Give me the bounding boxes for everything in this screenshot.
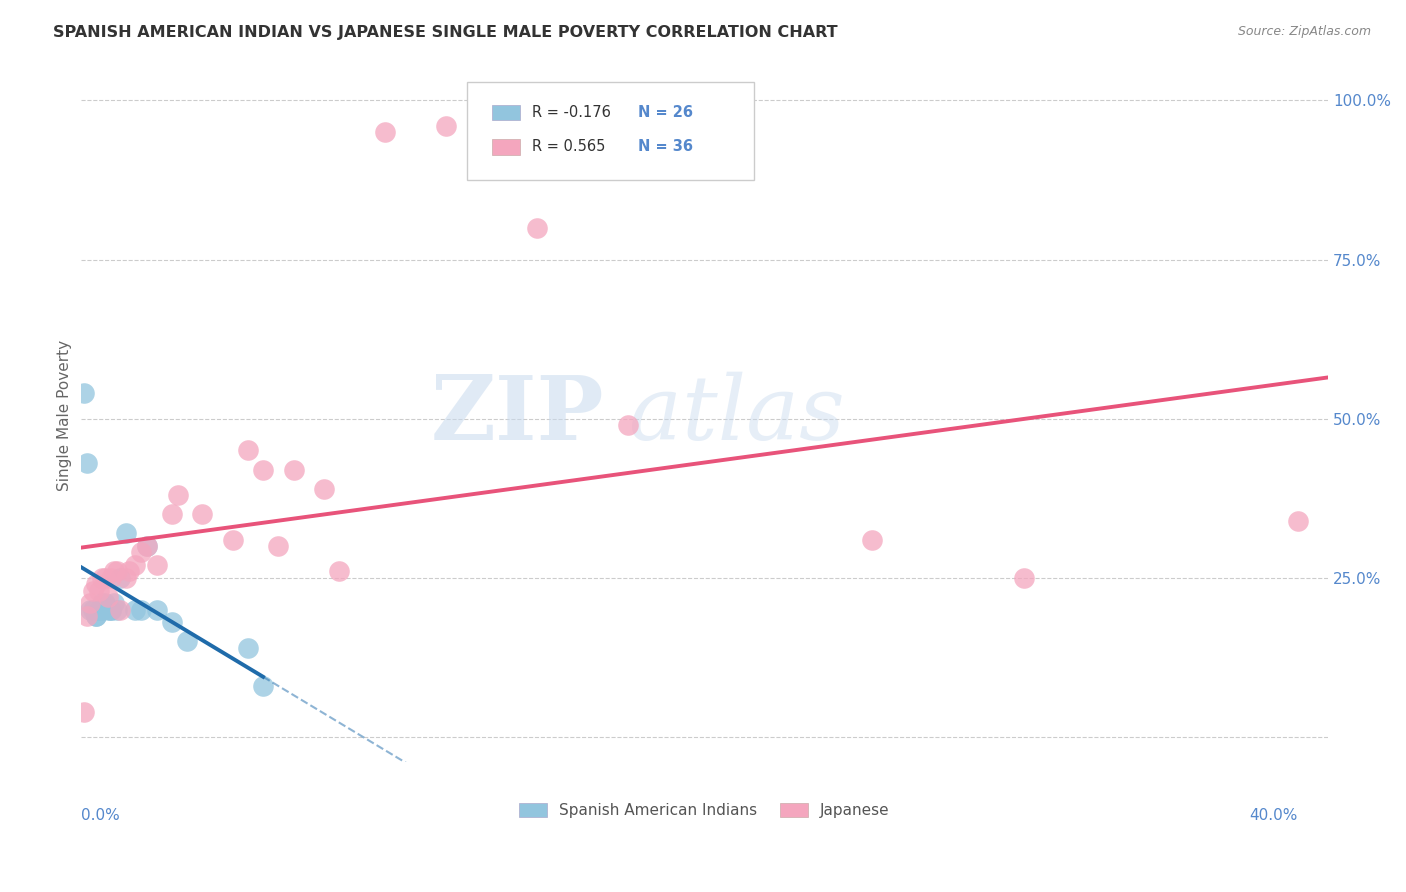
Point [312,482,335,496]
Point [160,507,183,521]
Point [1012,571,1035,585]
Point [145,602,167,616]
Text: ZIP: ZIP [432,372,605,459]
Point [100,602,122,616]
Point [100,571,122,585]
Point [87,602,110,616]
Legend: Spanish American Indians, Japanese: Spanish American Indians, Japanese [513,797,896,824]
Point [87,583,110,598]
Text: R = 0.565: R = 0.565 [531,139,606,154]
Bar [492,104,520,120]
Text: N = 26: N = 26 [638,104,693,120]
Point [124,602,146,616]
Point [283,462,305,476]
Point [267,539,290,553]
Point [115,526,138,541]
Point [136,539,159,553]
Point [100,602,122,616]
Point [97,602,120,616]
Point [1286,514,1309,528]
Point [434,119,457,133]
Point [236,443,259,458]
Point [97,590,120,604]
Point [90,596,112,610]
Point [76,456,98,470]
Point [236,640,259,655]
Point [124,558,146,573]
Point [103,596,125,610]
Point [118,565,141,579]
Point [82,583,104,598]
Point [526,220,548,235]
Point [145,558,167,573]
Point [72,705,94,719]
Text: R = -0.176: R = -0.176 [531,104,612,120]
Point [252,462,274,476]
Point [84,577,107,591]
Point [94,571,117,585]
Point [105,565,128,579]
FancyBboxPatch shape [467,82,754,179]
Point [105,602,128,616]
Point [176,634,198,648]
Point [72,386,94,401]
Text: N = 36: N = 36 [638,139,693,154]
Point [131,545,153,559]
Point [221,533,243,547]
Point [108,602,131,616]
Point [79,596,101,610]
Point [84,609,107,624]
Point [79,602,101,616]
Point [103,565,125,579]
Point [328,565,350,579]
Point [136,539,159,553]
Point [87,602,110,616]
Point [860,533,883,547]
Text: SPANISH AMERICAN INDIAN VS JAPANESE SINGLE MALE POVERTY CORRELATION CHART: SPANISH AMERICAN INDIAN VS JAPANESE SING… [53,25,838,40]
Y-axis label: Single Male Poverty: Single Male Poverty [58,340,72,491]
Point [191,507,214,521]
Text: 40.0%: 40.0% [1250,807,1298,822]
Point [108,571,131,585]
Text: atlas: atlas [630,372,845,458]
Point [167,488,190,502]
Point [90,571,112,585]
Point [84,609,107,624]
Point [82,602,104,616]
Text: 0.0%: 0.0% [80,807,120,822]
Point [160,615,183,630]
Point [252,679,274,693]
Point [131,602,153,616]
Bar [492,139,520,154]
Point [115,571,138,585]
Point [617,417,640,432]
Point [94,596,117,610]
Text: Source: ZipAtlas.com: Source: ZipAtlas.com [1237,25,1371,38]
Point [90,602,112,616]
Point [374,125,396,139]
Point [76,609,98,624]
